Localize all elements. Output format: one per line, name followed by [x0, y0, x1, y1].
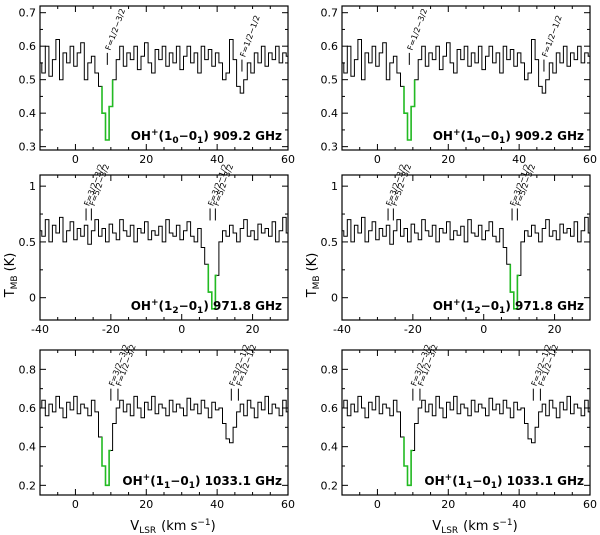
x-axis-label-right: VLSR (km s−1) — [432, 518, 517, 535]
transition-label: OH+(10−01) 909.2 GHz — [131, 128, 282, 146]
x-tick-label: 0 — [374, 498, 381, 511]
x-tick-label: 20 — [139, 153, 153, 166]
y-tick-label: 0.5 — [19, 236, 37, 249]
x-tick-label: 20 — [441, 153, 455, 166]
y-tick-label: 1 — [29, 180, 36, 193]
spectrum-panel-3: 0 20 40 600.20.40.60.8 F=3/2−3/2F=1/2−3/2 F=3… — [19, 343, 296, 511]
y-tick-label: 0.7 — [19, 7, 37, 20]
spectrum-line — [40, 39, 288, 141]
y-tick-label: 1 — [331, 180, 338, 193]
hyperfine-label: F=1/2−3/2 — [104, 7, 127, 51]
x-tick-label: 20 — [548, 323, 562, 336]
y-tick-label: 0.8 — [19, 363, 37, 376]
spectrum-panel-6: 0 20 40 600.20.40.60.8 F=3/2−3/2F=1/2−3/2 F=3… — [321, 343, 598, 511]
y-tick-label: 0 — [29, 292, 36, 305]
transition-label: OH+(11−01) 1033.1 GHz — [122, 473, 282, 491]
y-tick-label: 0.3 — [321, 141, 339, 154]
transition-label: OH+(12−01) 971.8 GHz — [433, 298, 584, 316]
absorption-highlight — [403, 437, 413, 487]
y-tick-label: 0.6 — [19, 402, 37, 415]
y-tick-label: 0.8 — [321, 363, 339, 376]
x-tick-label: 0 — [72, 153, 79, 166]
x-tick-label: 40 — [512, 153, 526, 166]
y-tick-label: 0.6 — [19, 40, 37, 53]
spectrum-panel-1: 0 20 40 60 0.3 0.4 0.5 0.6 0.7 F=1/2−3/2 F=1/2−1/2… — [19, 5, 295, 166]
y-tick-label: 0.2 — [19, 479, 37, 492]
absorption-highlight — [207, 264, 218, 310]
x-tick-label: 60 — [583, 153, 597, 166]
x-tick-label: 60 — [281, 153, 295, 166]
x-tick-label: 20 — [139, 498, 153, 511]
x-tick-label: -40 — [31, 323, 49, 336]
y-tick-label: 0.6 — [321, 40, 339, 53]
x-tick-label: -40 — [333, 323, 351, 336]
y-tick-label: 0.7 — [321, 7, 339, 20]
y-tick-label: 0.4 — [19, 441, 37, 454]
x-tick-label: -20 — [102, 323, 120, 336]
x-tick-label: 40 — [210, 153, 224, 166]
y-tick-label: 0.5 — [19, 74, 37, 87]
spectrum-line — [342, 216, 590, 310]
spectrum-panel-4: 0 20 40 60 0.3 0.4 0.5 0.6 0.7 F=1/2−3/2 F=1/2−1/2… — [321, 5, 597, 166]
hyperfine-label: F=1/2−3/2 — [406, 7, 429, 51]
panels-group: 0 20 40 60 0.3 0.4 0.5 0.6 0.7 F=1/2−3/2 F=1/2−1/2… — [19, 5, 598, 511]
y-tick-label: 0.3 — [19, 141, 37, 154]
y-tick-label: 0.4 — [321, 441, 339, 454]
y-axis-label-right: TMB(K) — [305, 253, 322, 299]
x-tick-label: 0 — [480, 323, 487, 336]
y-tick-label: 0.5 — [321, 74, 339, 87]
absorption-highlight — [403, 79, 416, 141]
x-tick-label: 40 — [512, 498, 526, 511]
x-tick-label: 60 — [583, 498, 597, 511]
x-tick-label: 40 — [210, 498, 224, 511]
y-tick-label: 0.4 — [321, 107, 339, 120]
transition-label: OH+(12−01) 971.8 GHz — [131, 298, 282, 316]
x-tick-label: 60 — [281, 498, 295, 511]
y-axis-label-left: TMB(K) — [3, 253, 20, 299]
y-tick-label: 0 — [331, 292, 338, 305]
y-tick-label: 0.6 — [321, 402, 339, 415]
spectrum-line — [40, 395, 288, 486]
spectrum-line — [40, 216, 288, 310]
x-tick-label: 20 — [441, 498, 455, 511]
hyperfine-label: F=1/2−1/2 — [540, 14, 563, 58]
y-tick-label: 0.4 — [19, 107, 37, 120]
x-tick-label: 0 — [374, 153, 381, 166]
x-tick-label: 20 — [246, 323, 260, 336]
y-tick-label: 0.2 — [321, 479, 339, 492]
hyperfine-label: F=1/2−1/2 — [238, 14, 261, 58]
absorption-highlight — [509, 264, 520, 310]
spectrum-line — [342, 395, 590, 486]
y-tick-label: 0.5 — [321, 236, 339, 249]
x-tick-label: -20 — [404, 323, 422, 336]
x-axis-label-left: VLSR (km s−1) — [130, 518, 215, 535]
absorption-highlight — [101, 437, 111, 487]
x-tick-label: 0 — [72, 498, 79, 511]
spectrum-line — [342, 39, 590, 141]
transition-label: OH+(11−01) 1033.1 GHz — [424, 473, 584, 491]
transition-label: OH+(10−01) 909.2 GHz — [433, 128, 584, 146]
x-tick-label: 0 — [178, 323, 185, 336]
absorption-highlight — [101, 79, 114, 141]
